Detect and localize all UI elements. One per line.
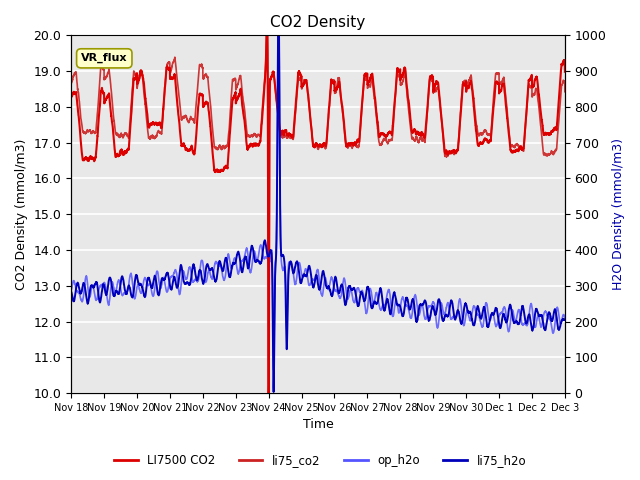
Y-axis label: CO2 Density (mmol/m3): CO2 Density (mmol/m3) (15, 139, 28, 290)
Title: CO2 Density: CO2 Density (270, 15, 365, 30)
X-axis label: Time: Time (303, 419, 333, 432)
Y-axis label: H2O Density (mmol/m3): H2O Density (mmol/m3) (612, 138, 625, 290)
Legend: LI7500 CO2, li75_co2, op_h2o, li75_h2o: LI7500 CO2, li75_co2, op_h2o, li75_h2o (109, 449, 531, 472)
Text: VR_flux: VR_flux (81, 53, 127, 63)
